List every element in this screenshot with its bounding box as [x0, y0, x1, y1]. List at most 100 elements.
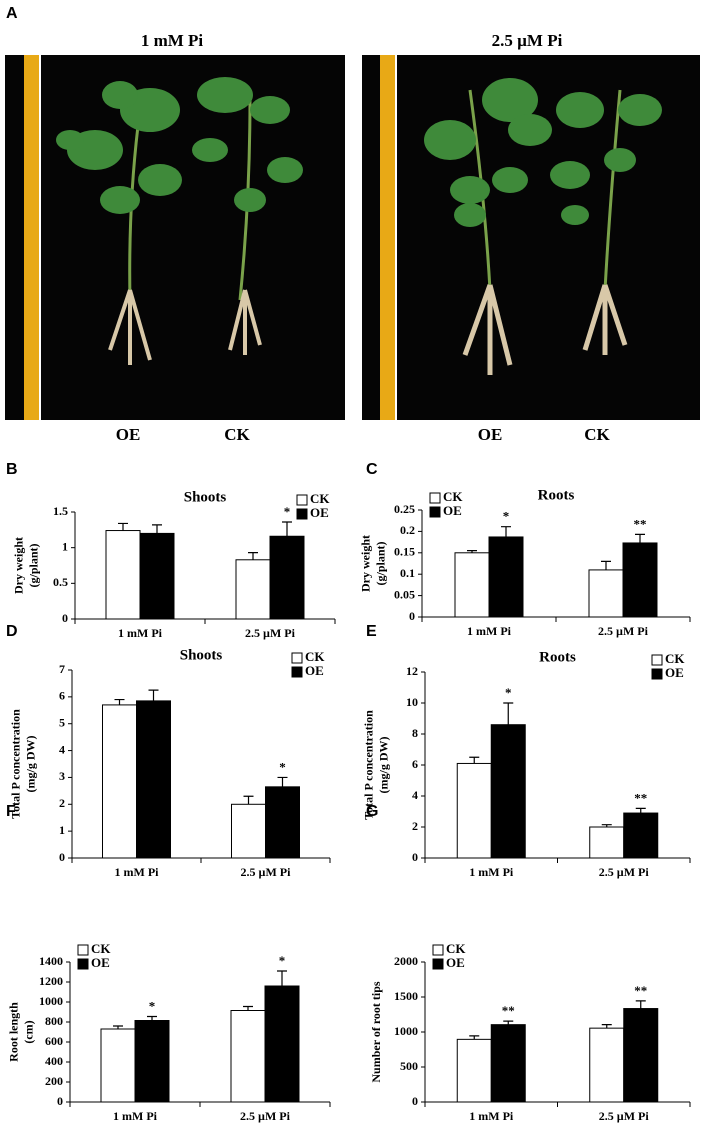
y-tick-label: 0.2	[400, 523, 415, 537]
legend-label: OE	[91, 955, 110, 970]
error-bar	[501, 526, 511, 537]
bar	[134, 1020, 170, 1103]
x-tick-label: 2.5 µM Pi	[241, 865, 292, 879]
y-axis-label: Total P concentration	[8, 709, 22, 819]
y-tick-label: 0.25	[394, 502, 415, 516]
y-tick-label: 3	[59, 769, 65, 783]
y-tick-label: 8	[412, 726, 418, 740]
legend-swatch	[291, 652, 303, 664]
y-tick-label: 0.05	[394, 587, 415, 601]
x-tick-label: 1 mM Pi	[115, 865, 160, 879]
bar	[588, 569, 624, 618]
error-bar	[601, 560, 611, 570]
y-tick-label: 0	[59, 850, 65, 864]
y-tick-label: 4	[59, 742, 65, 756]
y-axis-label: Root length	[6, 1002, 20, 1062]
y-tick-label: 1200	[39, 974, 63, 988]
legend-swatch	[77, 944, 89, 956]
legend-label: OE	[305, 663, 324, 678]
x-tick-label: 1 mM Pi	[467, 624, 512, 638]
x-tick-label: 2.5 µM Pi	[598, 624, 649, 638]
y-tick-label: 1000	[39, 994, 63, 1008]
bar	[269, 535, 305, 620]
y-tick-label: 1500	[394, 989, 418, 1003]
bar	[456, 1038, 492, 1103]
legend-swatch	[77, 958, 89, 970]
x-tick-label: 2.5 µM Pi	[599, 865, 650, 879]
y-tick-label: 200	[45, 1074, 63, 1088]
panel-label: F	[6, 803, 16, 820]
y-tick-label: 500	[400, 1059, 418, 1073]
significance: **	[502, 1003, 515, 1018]
error-bar	[635, 1000, 646, 1009]
panel-label: E	[366, 623, 377, 640]
y-tick-label: 0	[62, 611, 68, 625]
legend-swatch	[432, 958, 444, 970]
y-tick-label: 0.1	[400, 566, 415, 580]
bar	[623, 1008, 659, 1103]
y-tick-label: 0.15	[394, 545, 415, 559]
error-bar	[148, 689, 159, 701]
y-tick-label: 2000	[394, 954, 418, 968]
error-bar	[243, 795, 254, 805]
bar	[490, 1024, 526, 1103]
y-tick-label: 5	[59, 715, 65, 729]
y-tick-label: 600	[45, 1034, 63, 1048]
y-tick-label: 400	[45, 1054, 63, 1068]
error-bar	[469, 1035, 480, 1040]
y-axis-label: (mg/g DW)	[376, 737, 390, 794]
x-tick-label: 1 mM Pi	[113, 1109, 158, 1123]
error-bar	[503, 702, 514, 725]
y-tick-label: 2	[412, 819, 418, 833]
bar	[454, 552, 490, 618]
y-tick-label: 1	[59, 823, 65, 837]
legend-label: CK	[446, 941, 466, 956]
y-axis-label: Dry weight	[11, 537, 25, 594]
bar	[488, 536, 524, 618]
error-bar	[118, 522, 128, 531]
y-tick-label: 6	[59, 689, 65, 703]
y-tick-label: 10	[406, 695, 418, 709]
y-axis-label: (mg/g DW)	[23, 736, 37, 793]
legend-label: OE	[446, 955, 465, 970]
y-axis-label: Dry weight	[358, 535, 372, 592]
x-tick-label: 2.5 µM Pi	[599, 1109, 650, 1123]
significance: *	[284, 504, 291, 519]
y-axis-label: Number of root tips	[369, 981, 383, 1083]
bar	[230, 1010, 266, 1103]
bar	[622, 542, 658, 618]
legend-swatch	[651, 668, 663, 680]
significance: *	[279, 759, 286, 774]
legend-swatch	[429, 492, 441, 504]
legend-label: OE	[665, 665, 684, 680]
y-tick-label: 12	[406, 664, 418, 678]
panel-label: D	[6, 623, 18, 640]
panel-label: B	[6, 461, 18, 478]
error-bar	[601, 1024, 612, 1029]
legend-label: CK	[665, 651, 685, 666]
error-bar	[114, 698, 125, 705]
y-tick-label: 1400	[39, 954, 63, 968]
panel-label: G	[366, 803, 378, 820]
photo-label: OE	[116, 425, 141, 444]
legend-label: OE	[310, 505, 329, 520]
x-tick-label: 1 mM Pi	[469, 865, 514, 879]
legend-label: OE	[443, 503, 462, 518]
y-tick-label: 7	[59, 662, 65, 676]
error-bar	[601, 824, 612, 827]
photo	[362, 55, 700, 420]
error-bar	[147, 1015, 157, 1021]
significance: **	[634, 516, 647, 531]
y-tick-label: 0	[57, 1094, 63, 1108]
x-tick-label: 1 mM Pi	[118, 626, 163, 640]
error-bar	[467, 550, 477, 553]
error-bar	[152, 524, 162, 534]
error-bar	[282, 521, 292, 537]
significance: *	[503, 509, 510, 524]
y-axis-label: (g/plant)	[373, 541, 387, 585]
legend-label: CK	[443, 489, 463, 504]
chart-title: Roots	[538, 487, 575, 503]
y-axis-label: (cm)	[21, 1020, 35, 1043]
photo-title: 1 mM Pi	[141, 31, 204, 50]
bar	[100, 1028, 136, 1103]
